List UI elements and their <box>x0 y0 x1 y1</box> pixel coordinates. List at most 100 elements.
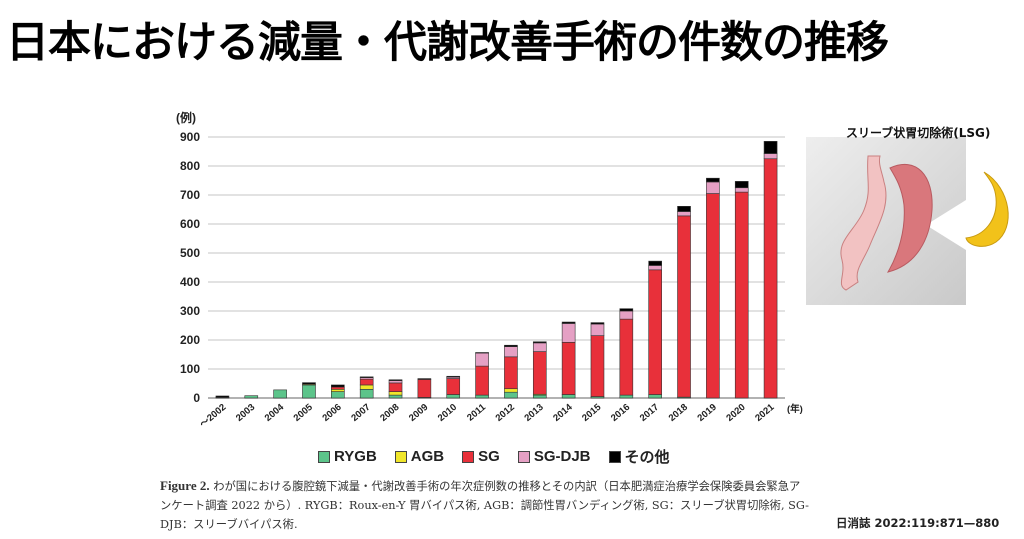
bar-segment-sg <box>446 378 461 395</box>
legend-item: その他 <box>608 446 670 467</box>
bar-segment-sg <box>388 382 403 392</box>
legend-swatch <box>517 450 530 463</box>
bar-segment-その他 <box>504 344 518 347</box>
stomach-and-banana-drawing <box>840 155 1009 291</box>
y-tick-label: 500 <box>180 246 200 260</box>
bar-segment-その他 <box>446 375 461 378</box>
y-tick-label: 600 <box>180 217 200 231</box>
x-axis-label: (年) <box>787 403 803 415</box>
x-tick-label: 2004 <box>263 401 287 423</box>
bar-segment-rygb <box>244 395 259 399</box>
y-tick-label: 0 <box>193 391 200 405</box>
bar-segment-その他 <box>302 382 316 385</box>
y-tick-label: 100 <box>180 362 200 376</box>
bar-segment-sg <box>331 386 345 390</box>
legend-swatch <box>462 450 475 463</box>
bar-segment-sg <box>417 379 432 398</box>
bar-segment-agb <box>359 384 374 390</box>
bar-segment-その他 <box>590 322 605 325</box>
legend-label: SG <box>478 448 500 465</box>
bar-segment-rygb <box>619 394 634 399</box>
legend-item: SG <box>462 446 500 467</box>
legend-label: SG-DJB <box>533 448 591 465</box>
x-tick-label: 2018 <box>667 402 690 424</box>
x-tick-label: ～2002 <box>198 402 229 430</box>
bar-segment-rygb <box>388 394 403 399</box>
bar-segment-sg-djb <box>619 310 634 320</box>
bar-segment-sg-djb <box>734 187 749 193</box>
bar-segment-rygb <box>475 394 489 399</box>
x-tick-label: 2009 <box>407 402 430 424</box>
x-tick-label: 2011 <box>465 401 488 423</box>
page-title: 日本における減量・代謝改善手術の件数の推移 <box>6 18 889 68</box>
y-tick-label: 400 <box>180 275 200 289</box>
x-tick-label: 2010 <box>436 402 459 424</box>
x-tick-label: 2012 <box>494 402 517 424</box>
bar-segment-sg-djb <box>590 323 605 336</box>
x-tick-label: 2021 <box>753 401 777 423</box>
bar-segment-rygb <box>561 394 576 399</box>
bar-segment-sg <box>504 356 518 390</box>
bar-segment-sg <box>648 269 662 395</box>
y-axis-label: (例) <box>176 110 196 125</box>
bar-segment-その他 <box>417 378 432 380</box>
bar-segment-sg-djb <box>504 346 518 358</box>
illustration-label: スリーブ状胃切除術(LSG) <box>846 126 991 140</box>
bar-segment-その他 <box>331 384 345 388</box>
lsg-illustration: スリーブ状胃切除術(LSG) <box>806 120 1024 310</box>
y-tick-label: 200 <box>180 333 200 347</box>
bar-segment-rygb <box>648 394 662 399</box>
bar-segment-その他 <box>734 181 749 189</box>
bar-segment-sg <box>359 378 374 386</box>
legend-swatch <box>394 450 407 463</box>
source-citation: 日消誌 2022:119:871—880 <box>836 516 1000 530</box>
bar-segment-agb <box>504 388 518 393</box>
bar-segment-その他 <box>475 352 489 354</box>
figure-caption: Figure 2. わが国における腹腔鏡下減量・代謝改善手術の年次症例数の推移と… <box>160 476 810 534</box>
x-tick-label: 2019 <box>696 402 719 424</box>
x-tick-label: 2014 <box>551 401 575 423</box>
bar-segment-その他 <box>619 308 634 312</box>
legend-swatch <box>318 450 330 463</box>
x-tick-label: 2017 <box>638 402 661 424</box>
bar-segment-その他 <box>561 321 576 324</box>
bar-segment-agb <box>388 391 403 396</box>
x-tick-label: 2016 <box>609 402 632 424</box>
bar-segment-sg-djb <box>706 181 720 194</box>
bar-segment-その他 <box>677 206 691 212</box>
bar-segment-sg <box>763 158 778 399</box>
figure-caption-text: わが国における腹腔鏡下減量・代謝改善手術の年次症例数の推移とその内訳（日本肥満症… <box>160 480 809 531</box>
bar-segment-その他 <box>648 260 662 266</box>
legend-label: RYGB <box>334 448 377 465</box>
x-tick-label: 2005 <box>292 401 316 423</box>
bar-segment-rygb <box>331 391 345 399</box>
bar-segment-sg <box>619 318 634 396</box>
x-tick-label: 2015 <box>580 401 604 423</box>
bar-segment-その他 <box>763 141 778 154</box>
bar-segment-sg-djb <box>388 380 403 384</box>
bar-segment-その他 <box>388 379 403 381</box>
chart-legend: RYGB AGB SG SG-DJB その他 <box>318 446 670 467</box>
bar-segment-rygb <box>446 394 461 399</box>
bar-segment-その他 <box>359 376 374 378</box>
bar-segment-その他 <box>215 395 230 398</box>
bar-segment-sg-djb <box>532 342 547 352</box>
x-tick-label: 2013 <box>522 402 545 424</box>
stacked-bar-chart: (例) 0 100 200 300 400 500 600 700 800 900 ～2002 2003… <box>176 110 803 430</box>
y-tick-label: 900 <box>180 130 200 144</box>
y-tick-label: 800 <box>180 159 200 173</box>
bar-segment-sg <box>706 193 720 399</box>
bar-segment-sg <box>475 365 489 396</box>
bar-segment-rygb <box>273 389 287 399</box>
bar-segment-sg <box>532 351 547 395</box>
bar-segment-sg <box>561 342 576 395</box>
x-tick-label: 2006 <box>320 402 343 424</box>
legend-item: SG-DJB <box>517 446 591 467</box>
bar-segment-sg <box>590 335 605 397</box>
bar-segment-その他 <box>532 341 547 344</box>
legend-swatch <box>608 450 621 463</box>
x-tick-label: 2020 <box>724 402 747 424</box>
bar-segment-agb <box>331 388 345 392</box>
bar-segment-その他 <box>706 177 720 183</box>
x-tick-label: 2007 <box>349 402 372 424</box>
